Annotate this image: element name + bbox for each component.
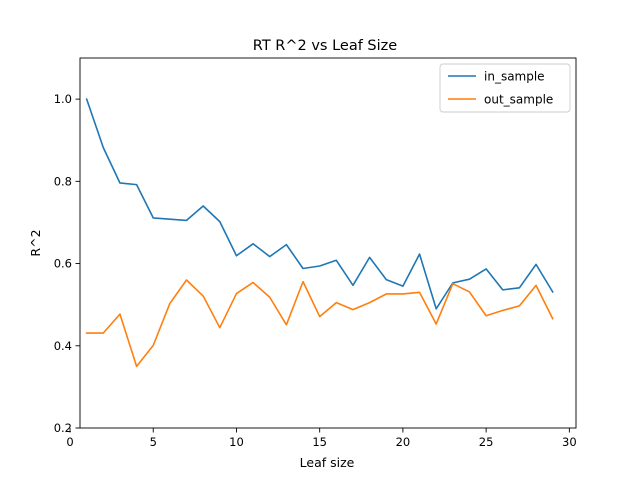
legend-label-out-sample: out_sample: [484, 93, 553, 107]
x-tick-label: 0: [66, 435, 73, 449]
legend-label-in-sample: in_sample: [484, 70, 545, 84]
y-tick-label: 0.6: [54, 257, 72, 271]
x-tick-label: 10: [229, 435, 244, 449]
x-tick-label: 25: [479, 435, 494, 449]
y-tick-label: 0.8: [54, 174, 72, 188]
chart-title: RT R^2 vs Leaf Size: [253, 38, 397, 54]
plot-area: 0 5 10 15 20 25 30 0.2 0.4 0.6 0.8 1.0: [54, 57, 577, 449]
y-tick-label: 0.2: [54, 421, 72, 435]
axes-frame: [79, 57, 577, 429]
x-tick-label: 5: [150, 435, 157, 449]
x-axis-label: Leaf size: [300, 455, 355, 470]
legend: in_sample out_sample: [439, 63, 571, 113]
x-tick-label: 15: [312, 435, 327, 449]
y-tick-label: 0.4: [54, 339, 72, 353]
y-axis-label: R^2: [28, 229, 43, 256]
y-tick-label: 1.0: [54, 92, 72, 106]
x-tick-label: 20: [396, 435, 411, 449]
series-line-out-sample: [85, 279, 554, 368]
x-tick-label: 30: [562, 435, 577, 449]
series-line-in-sample: [85, 98, 554, 310]
